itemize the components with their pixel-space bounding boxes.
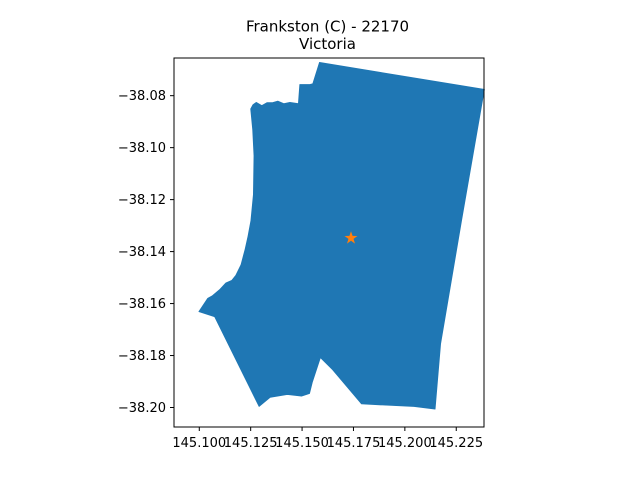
plot-area xyxy=(198,62,485,410)
y-tick-label: −38.16 xyxy=(118,297,166,312)
x-axis: 145.100145.125145.150145.175145.200145.2… xyxy=(172,427,483,451)
region-polygon xyxy=(198,62,485,410)
y-tick-label: −38.18 xyxy=(118,349,166,364)
y-tick-label: −38.08 xyxy=(118,89,166,104)
y-tick-label: −38.14 xyxy=(118,245,166,260)
x-tick-label: 145.225 xyxy=(429,436,483,451)
x-tick-label: 145.125 xyxy=(224,436,278,451)
chart-subtitle: Victoria xyxy=(299,35,356,53)
star-marker xyxy=(344,231,358,244)
x-tick-label: 145.200 xyxy=(378,436,432,451)
x-tick-label: 145.175 xyxy=(327,436,381,451)
y-tick-label: −38.12 xyxy=(118,193,166,208)
y-tick-label: −38.20 xyxy=(118,401,166,416)
chart-title: Frankston (C) - 22170 xyxy=(246,18,409,36)
y-tick-label: −38.10 xyxy=(118,141,166,156)
y-axis: −38.08 −38.10 −38.12 −38.14 −38.16 −38.18 −38.… xyxy=(118,89,174,416)
x-tick-label: 145.100 xyxy=(172,436,226,451)
axes-frame xyxy=(173,57,485,428)
x-tick-label: 145.150 xyxy=(275,436,329,451)
